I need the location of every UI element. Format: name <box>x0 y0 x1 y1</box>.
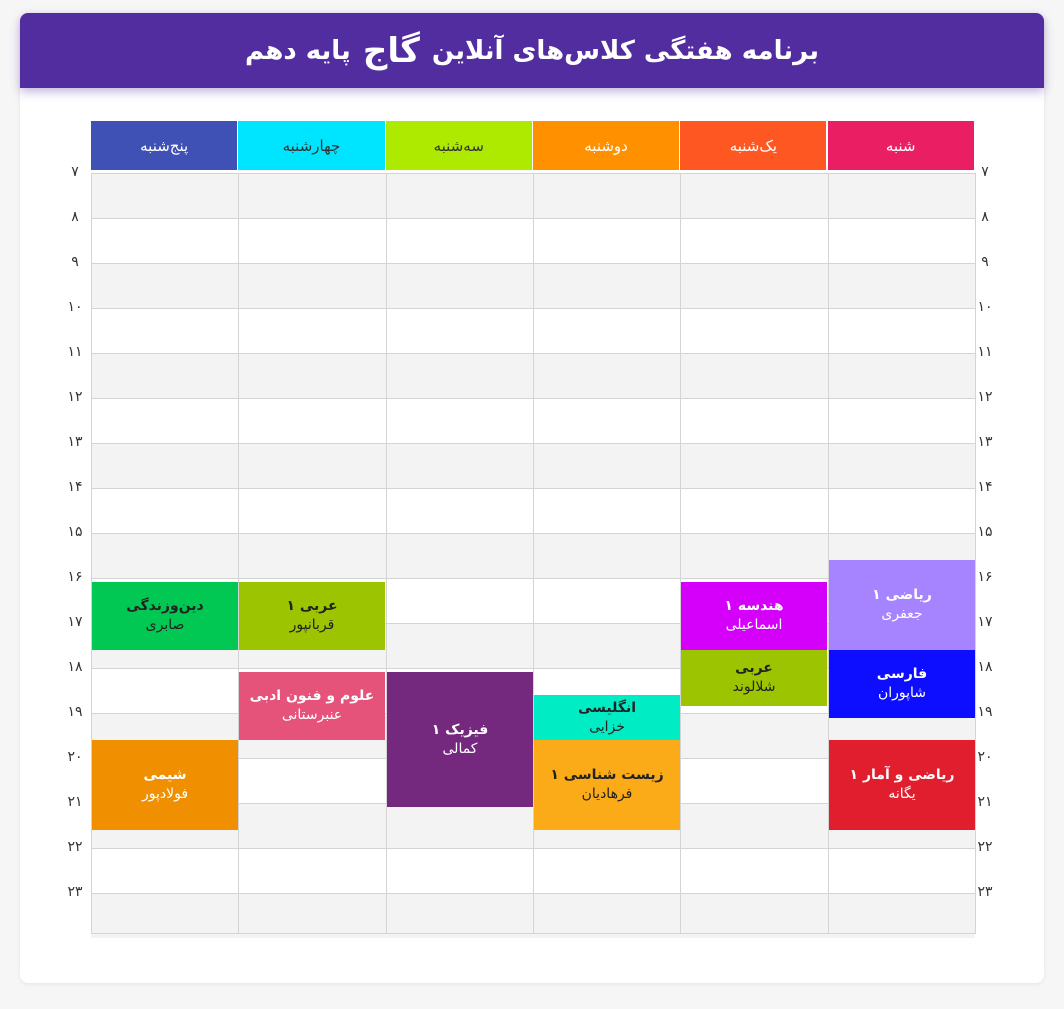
day-header: شنبه <box>827 121 974 170</box>
class-teacher: عنبرستانی <box>281 707 343 723</box>
hour-label-left: ۲۱ <box>67 794 83 810</box>
column-divider <box>680 173 681 934</box>
class-teacher: قربانپور <box>289 617 335 633</box>
class-block[interactable]: شیمی فولادپور <box>92 740 238 830</box>
hour-label-left: ۱۳ <box>67 434 83 450</box>
class-subject: زیست شناسی ۱ <box>550 767 664 784</box>
column-divider <box>975 173 976 934</box>
hour-label-left: ۲۰ <box>67 749 83 765</box>
hour-label-right: ۹ <box>981 254 989 270</box>
column-divider <box>828 173 829 934</box>
class-block[interactable]: فارسی شاپوران <box>829 650 975 718</box>
class-block[interactable]: ریاضی ۱ جعفری <box>829 560 975 650</box>
title-grade: پایه دهم <box>244 35 351 66</box>
hour-label-right: ۱۹ <box>977 704 993 720</box>
hour-label-right: ۱۸ <box>977 659 993 675</box>
hour-label-left: ۱۷ <box>67 614 83 630</box>
hour-label-left: ۱۴ <box>67 479 83 495</box>
grid-bottom-border <box>91 933 975 934</box>
hour-label-right: ۸ <box>981 209 989 225</box>
hour-label-right: ۷ <box>981 164 989 180</box>
class-teacher: خزایی <box>589 718 625 735</box>
hour-label-right: ۲۳ <box>977 884 993 900</box>
class-block[interactable]: ریاضی و آمار ۱ یگانه <box>829 740 975 830</box>
hour-label-right: ۱۶ <box>977 569 993 585</box>
column-divider <box>386 173 387 934</box>
day-header: سه‌شنبه <box>385 121 532 170</box>
hour-label-left: ۱۵ <box>67 524 83 540</box>
class-subject: عربی ۱ <box>286 598 338 615</box>
class-teacher: کمالی <box>442 740 478 757</box>
class-block[interactable]: عربی ۱ قربانپور <box>239 582 385 650</box>
class-teacher: فولادپور <box>141 786 189 802</box>
hour-label-right: ۱۵ <box>977 524 993 540</box>
class-subject: فیزیک ۱ <box>431 721 489 738</box>
class-teacher: اسماعیلی <box>725 617 783 633</box>
class-block[interactable]: عربی شلالوند <box>681 650 827 706</box>
class-subject: ریاضی و آمار ۱ <box>849 767 955 784</box>
hour-label-left: ۸ <box>71 209 79 225</box>
class-block[interactable]: فیزیک ۱ کمالی <box>387 672 533 807</box>
class-subject: عربی <box>735 660 773 677</box>
class-block[interactable]: زیست شناسی ۱ فرهادیان <box>534 740 680 830</box>
hour-label-right: ۱۴ <box>977 479 993 495</box>
class-teacher: شاپوران <box>877 685 927 701</box>
class-subject: شیمی <box>143 767 187 784</box>
hour-label-right: ۱۱ <box>977 344 993 360</box>
column-divider <box>238 173 239 934</box>
class-subject: علوم و فنون ادبی <box>249 688 375 705</box>
class-subject: ریاضی ۱ <box>872 587 932 604</box>
class-block[interactable]: هندسه ۱ اسماعیلی <box>681 582 827 650</box>
page-title: برنامه هفتگی کلاس‌های آنلاین گاج پایه ده… <box>20 13 1044 88</box>
class-block[interactable]: انگلیسی خزایی <box>534 695 680 740</box>
hour-label-right: ۱۰ <box>977 299 993 315</box>
hour-label-left: ۱۰ <box>67 299 83 315</box>
hour-label-left: ۱۸ <box>67 659 83 675</box>
hour-label-left: ۲۲ <box>67 839 83 855</box>
day-header: پنج‌شنبه <box>91 121 238 170</box>
hour-label-right: ۲۱ <box>977 794 993 810</box>
class-block[interactable]: دین‌وزندگی صابری <box>92 582 238 650</box>
day-header: چهارشنبه <box>238 121 385 170</box>
hour-label-left: ۲۳ <box>67 884 83 900</box>
title-text: برنامه هفتگی کلاس‌های آنلاین <box>431 35 820 66</box>
class-subject: دین‌وزندگی <box>126 598 204 615</box>
class-teacher: شلالوند <box>732 679 776 695</box>
class-teacher: یگانه <box>888 786 916 802</box>
hour-label-right: ۱۷ <box>977 614 993 630</box>
day-header: دوشنبه <box>532 121 680 170</box>
hour-label-right: ۱۳ <box>977 434 993 450</box>
hour-label-left: ۷ <box>71 164 79 180</box>
class-teacher: فرهادیان <box>581 786 633 802</box>
class-subject: فارسی <box>876 666 928 683</box>
hour-label-left: ۱۲ <box>67 389 83 405</box>
hour-label-left: ۱۹ <box>67 704 83 720</box>
class-subject: هندسه ۱ <box>724 598 784 615</box>
hour-label-right: ۲۲ <box>977 839 993 855</box>
class-teacher: صابری <box>145 617 185 633</box>
column-divider <box>533 173 534 934</box>
hour-label-right: ۲۰ <box>977 749 993 765</box>
class-block[interactable]: علوم و فنون ادبی عنبرستانی <box>239 672 385 740</box>
class-teacher: جعفری <box>881 606 923 622</box>
brand-logo: گاج <box>362 30 420 71</box>
class-subject: انگلیسی <box>577 699 637 716</box>
hour-label-left: ۱۱ <box>67 344 83 360</box>
hour-label-left: ۱۶ <box>67 569 83 585</box>
day-header: یک‌شنبه <box>680 121 827 170</box>
column-divider <box>91 173 92 934</box>
hour-label-right: ۱۲ <box>977 389 993 405</box>
hour-label-left: ۹ <box>71 254 79 270</box>
